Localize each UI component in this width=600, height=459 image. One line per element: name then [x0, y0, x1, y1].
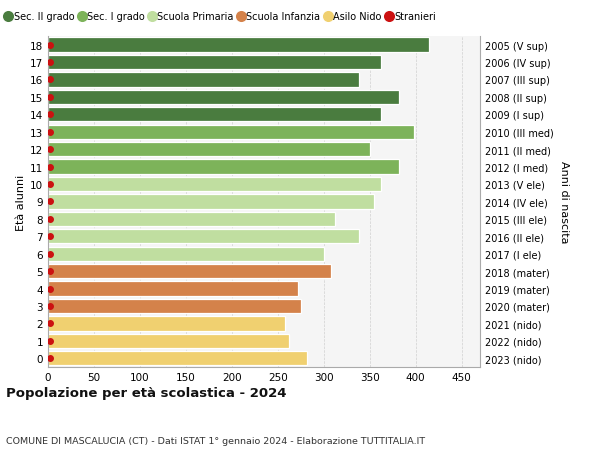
Bar	[48, 195, 374, 209]
Legend: Sec. II grado, Sec. I grado, Scuola Primaria, Scuola Infanzia, Asilo Nido, Stran: Sec. II grado, Sec. I grado, Scuola Prim…	[2, 9, 440, 26]
Text: Popolazione per età scolastica - 2024: Popolazione per età scolastica - 2024	[6, 386, 287, 399]
Bar	[48, 90, 399, 105]
Bar	[48, 56, 381, 70]
Bar	[48, 212, 335, 226]
Bar	[48, 143, 370, 157]
Bar	[48, 108, 381, 122]
Bar	[48, 282, 298, 296]
Bar	[48, 178, 381, 192]
Bar	[48, 352, 307, 366]
Bar	[48, 160, 399, 174]
Text: COMUNE DI MASCALUCIA (CT) - Dati ISTAT 1° gennaio 2024 - Elaborazione TUTTITALIA: COMUNE DI MASCALUCIA (CT) - Dati ISTAT 1…	[6, 436, 425, 445]
Bar	[48, 299, 301, 313]
Bar	[48, 125, 414, 140]
Bar	[48, 334, 289, 348]
Bar	[48, 38, 430, 52]
Bar	[48, 73, 359, 87]
Bar	[48, 317, 285, 331]
Bar	[48, 230, 359, 244]
Bar	[48, 264, 331, 279]
Bar	[48, 247, 324, 261]
Y-axis label: Età alunni: Età alunni	[16, 174, 26, 230]
Y-axis label: Anni di nascita: Anni di nascita	[559, 161, 569, 243]
